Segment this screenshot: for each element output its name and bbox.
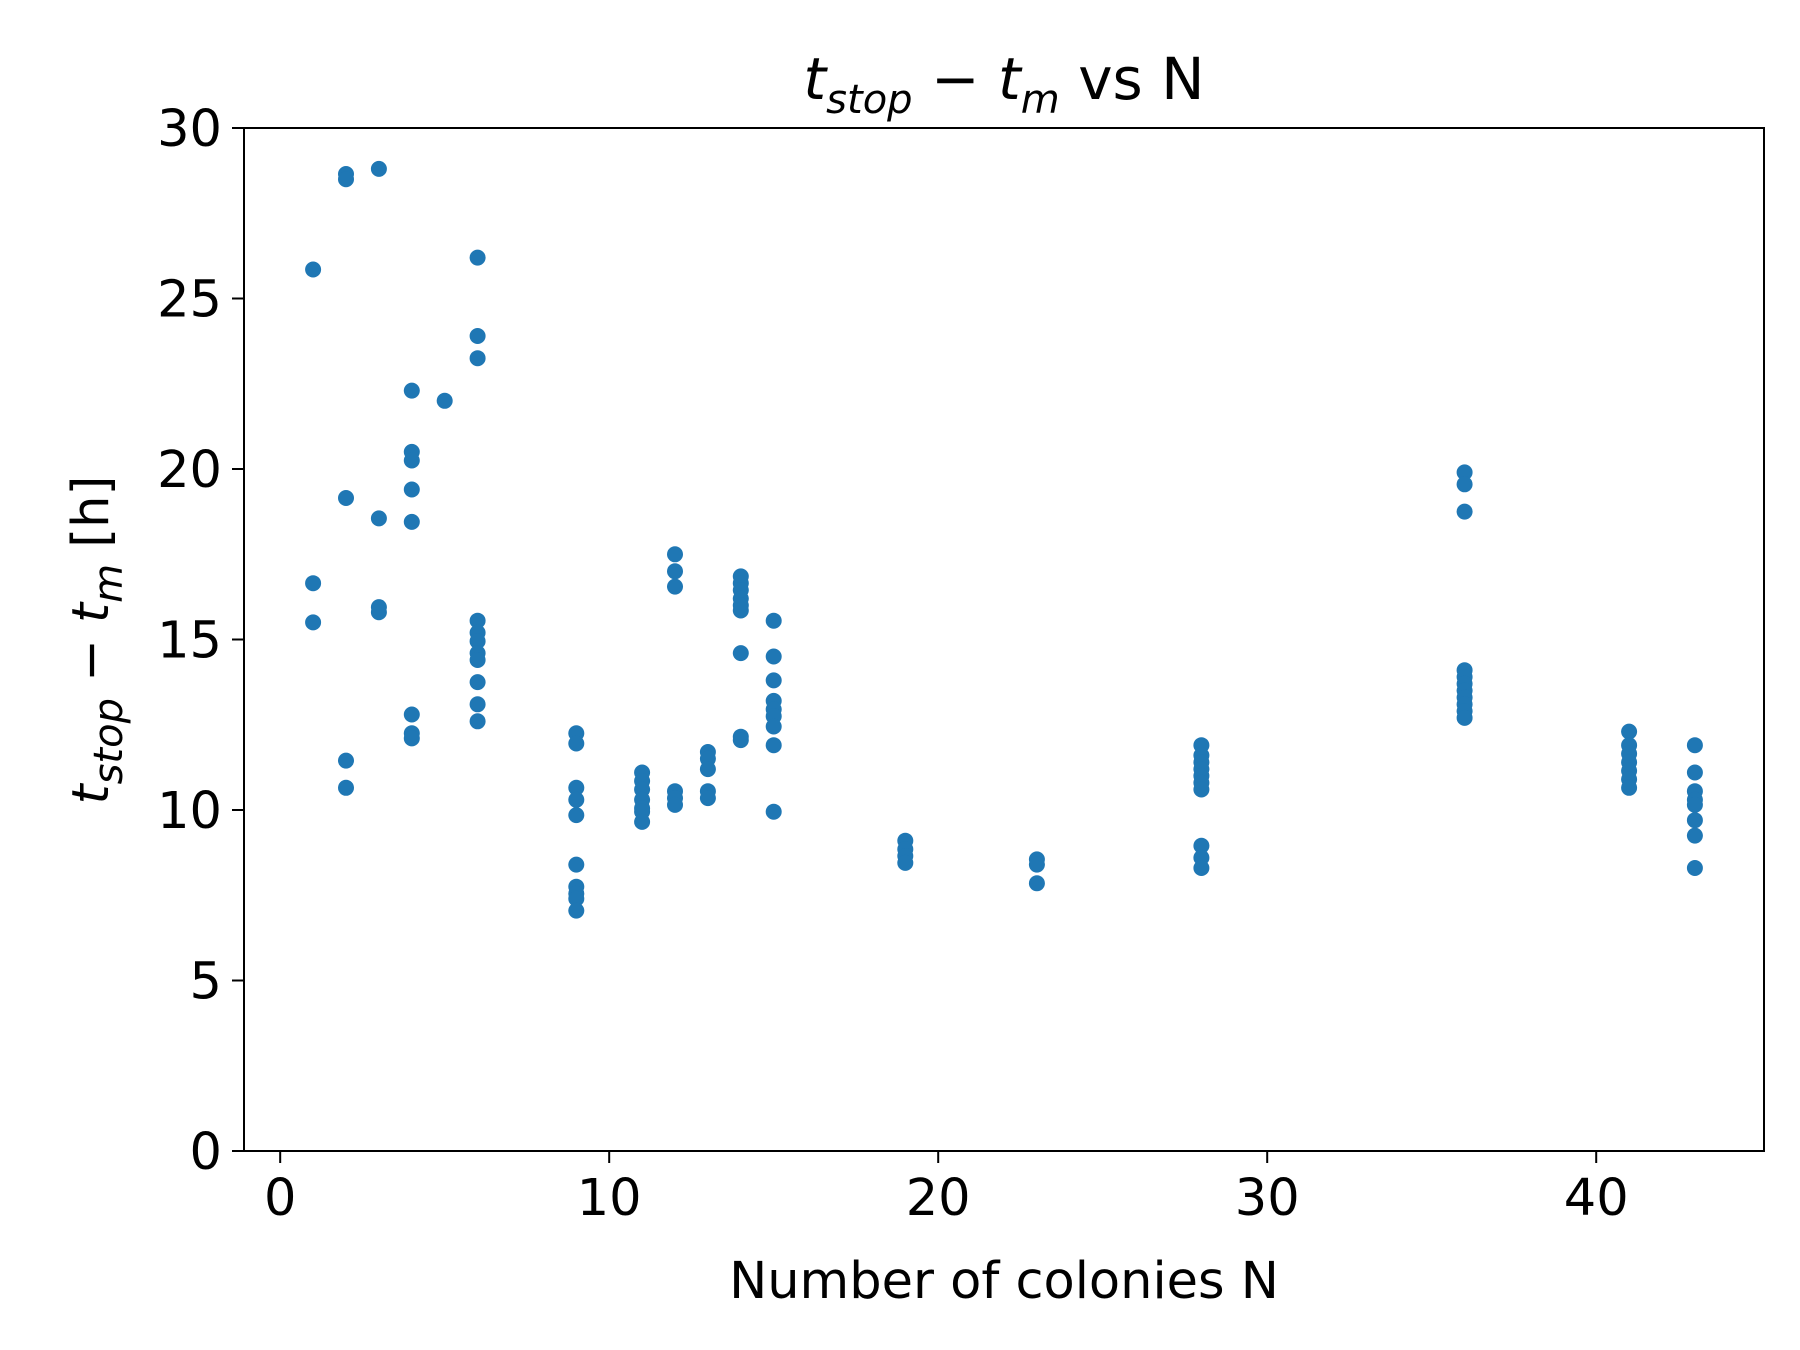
data-point	[1456, 464, 1473, 481]
data-point	[403, 452, 420, 469]
data-point	[370, 604, 387, 621]
data-point	[305, 261, 322, 278]
data-point	[370, 160, 387, 177]
chart-title: tstop − tm vs N	[803, 45, 1204, 123]
y-tick-label: 15	[157, 612, 222, 671]
data-point	[765, 672, 782, 689]
x-tick-label: 40	[1564, 1169, 1629, 1228]
data-point	[338, 490, 354, 506]
data-point	[699, 790, 716, 807]
data-point	[1686, 796, 1703, 813]
data-point	[667, 546, 683, 563]
data-point	[568, 890, 585, 907]
data-point	[568, 791, 585, 808]
y-axis-ticks: 0 5 10 15 20 25 30	[157, 100, 244, 1182]
data-point	[469, 249, 486, 266]
data-point	[634, 813, 651, 830]
y-tick-label: 10	[157, 782, 222, 841]
data-point	[403, 382, 420, 399]
data-point	[1686, 812, 1703, 829]
data-point	[403, 481, 420, 498]
data-point	[403, 730, 420, 747]
data-point	[732, 602, 749, 619]
data-point	[1028, 875, 1045, 892]
data-point	[469, 612, 486, 629]
x-axis-ticks: 0 10 20 30 40	[264, 1151, 1629, 1228]
data-point	[699, 761, 716, 778]
data-point	[1456, 709, 1473, 726]
data-point	[1193, 781, 1210, 798]
data-point	[338, 779, 354, 796]
data-point	[436, 392, 453, 409]
data-point	[765, 718, 782, 735]
data-point	[1456, 476, 1473, 493]
y-tick-label: 20	[157, 441, 222, 500]
x-tick-label: 10	[577, 1169, 642, 1228]
data-point	[370, 510, 387, 527]
data-point	[765, 803, 782, 820]
data-point	[469, 652, 486, 668]
data-point	[338, 752, 354, 769]
data-point	[469, 674, 486, 691]
plot-area	[244, 128, 1764, 1151]
data-point	[765, 648, 782, 665]
y-tick-label: 25	[157, 271, 222, 330]
data-point	[338, 171, 354, 188]
y-tick-label: 0	[190, 1123, 222, 1182]
data-point	[568, 902, 585, 919]
data-point	[765, 612, 782, 629]
x-tick-label: 20	[906, 1169, 971, 1228]
data-point	[667, 563, 683, 580]
data-point	[1686, 764, 1703, 781]
y-axis-label: tstop − tm [h]	[62, 476, 132, 805]
data-point	[568, 779, 585, 796]
data-point	[469, 696, 486, 713]
data-point	[1456, 503, 1473, 520]
x-axis-label: Number of colonies N	[729, 1252, 1279, 1311]
y-tick-label: 5	[190, 953, 222, 1012]
data-point	[568, 807, 585, 824]
data-point	[1621, 779, 1638, 796]
data-point	[469, 633, 486, 650]
data-point	[1686, 737, 1703, 754]
data-point	[1028, 856, 1045, 873]
data-point	[403, 706, 420, 723]
data-point	[1193, 860, 1210, 876]
data-point	[732, 645, 749, 662]
data-point	[1686, 827, 1703, 844]
data-point	[568, 735, 585, 752]
data-point	[667, 796, 683, 813]
data-point	[732, 732, 749, 749]
data-point	[305, 575, 322, 592]
data-point	[469, 328, 486, 344]
x-tick-label: 30	[1235, 1169, 1300, 1228]
data-point	[1686, 860, 1703, 876]
data-point	[305, 614, 322, 631]
data-point	[469, 350, 486, 367]
data-point	[568, 856, 585, 873]
data-point	[1621, 723, 1638, 740]
data-point	[469, 713, 486, 730]
y-tick-label: 30	[157, 100, 222, 159]
data-point	[667, 578, 683, 595]
x-tick-label: 0	[264, 1169, 296, 1228]
data-points	[305, 160, 1703, 919]
data-point	[765, 737, 782, 754]
data-point	[897, 854, 914, 871]
data-point	[1193, 837, 1210, 854]
data-point	[403, 513, 420, 530]
